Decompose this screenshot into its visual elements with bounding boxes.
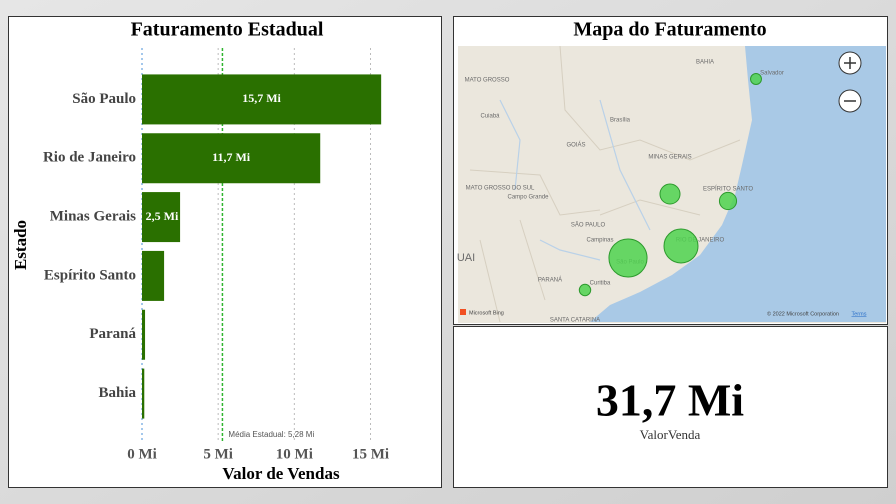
map-brand: Microsoft Bing (469, 310, 504, 316)
chart-title: Faturamento Estadual (131, 19, 324, 41)
map-place-label: MATO GROSSO DO SUL (466, 186, 535, 192)
map-bubble (750, 73, 762, 85)
map-title: Mapa do Faturamento (573, 19, 766, 41)
reference-label: Média Estadual: 5,28 Mi (228, 430, 314, 439)
map-place-label: SÃO PAULO (571, 222, 606, 229)
map-place-label: UAI (457, 252, 475, 264)
map-place-label: MATO GROSSO (465, 78, 510, 84)
map-terms[interactable]: Terms (852, 311, 867, 317)
x-axis-title: Valor de Vendas (222, 464, 340, 483)
map-place-label: BAHIA (696, 60, 714, 66)
value-label: 15,7 Mi (242, 91, 281, 105)
map-place-label: Curitiba (590, 281, 611, 287)
map-place-label: SANTA CATARINA (550, 318, 600, 324)
bar (142, 368, 145, 419)
card-panel (453, 326, 888, 488)
y-axis-title: Estado (11, 220, 30, 270)
x-tick-label: 15 Mi (352, 446, 389, 462)
map-rivers (499, 99, 651, 261)
value-label: 11,7 Mi (212, 150, 251, 164)
map-place-label: Salvador (760, 71, 784, 77)
kpi-caption: ValorVenda (640, 427, 701, 442)
map-borders (469, 45, 741, 323)
bar (142, 74, 382, 125)
map-bubble (659, 183, 681, 205)
x-tick-label: 0 Mi (127, 446, 157, 462)
map-place-label: RIO DE JANEIRO (676, 238, 725, 244)
bar (142, 309, 146, 360)
map-place-label: Cuiabá (480, 114, 500, 120)
x-tick-label: 10 Mi (276, 446, 313, 462)
value-label: 2,5 Mi (146, 209, 179, 223)
zoom-in-icon (844, 57, 856, 69)
bing-logo (460, 309, 466, 315)
map-bubble (718, 191, 738, 211)
bar (142, 250, 165, 301)
y-tick-label: São Paulo (72, 91, 136, 107)
map-place-label: MINAS GERAIS (648, 155, 691, 161)
bar (142, 192, 181, 243)
kpi-value: 31,7 Mi (596, 375, 744, 426)
y-tick-label: Bahia (98, 385, 136, 401)
bar (142, 133, 321, 184)
map-attribution: © 2022 Microsoft Corporation (767, 310, 839, 317)
map-place-label: Campo Grande (507, 195, 549, 201)
map-place-label: Campinas (586, 238, 613, 244)
y-tick-label: Minas Gerais (50, 209, 136, 225)
map-place-label: Brasília (610, 118, 631, 124)
map-place-label: ESPÍRITO SANTO (703, 186, 753, 193)
y-tick-label: Paraná (89, 326, 136, 342)
map: Microsoft Bing © 2022 Microsoft Corporat… (457, 45, 886, 324)
map-place-label: PARANÁ (538, 277, 562, 284)
map-bubble (608, 238, 648, 278)
y-tick-label: Espírito Santo (44, 267, 136, 283)
map-place-label: GOIÁS (566, 142, 585, 149)
map-bubble (578, 283, 592, 297)
map-bubble (663, 228, 699, 264)
x-tick-label: 5 Mi (203, 446, 233, 462)
map-ocean (590, 46, 886, 322)
y-tick-label: Rio de Janeiro (43, 150, 136, 166)
